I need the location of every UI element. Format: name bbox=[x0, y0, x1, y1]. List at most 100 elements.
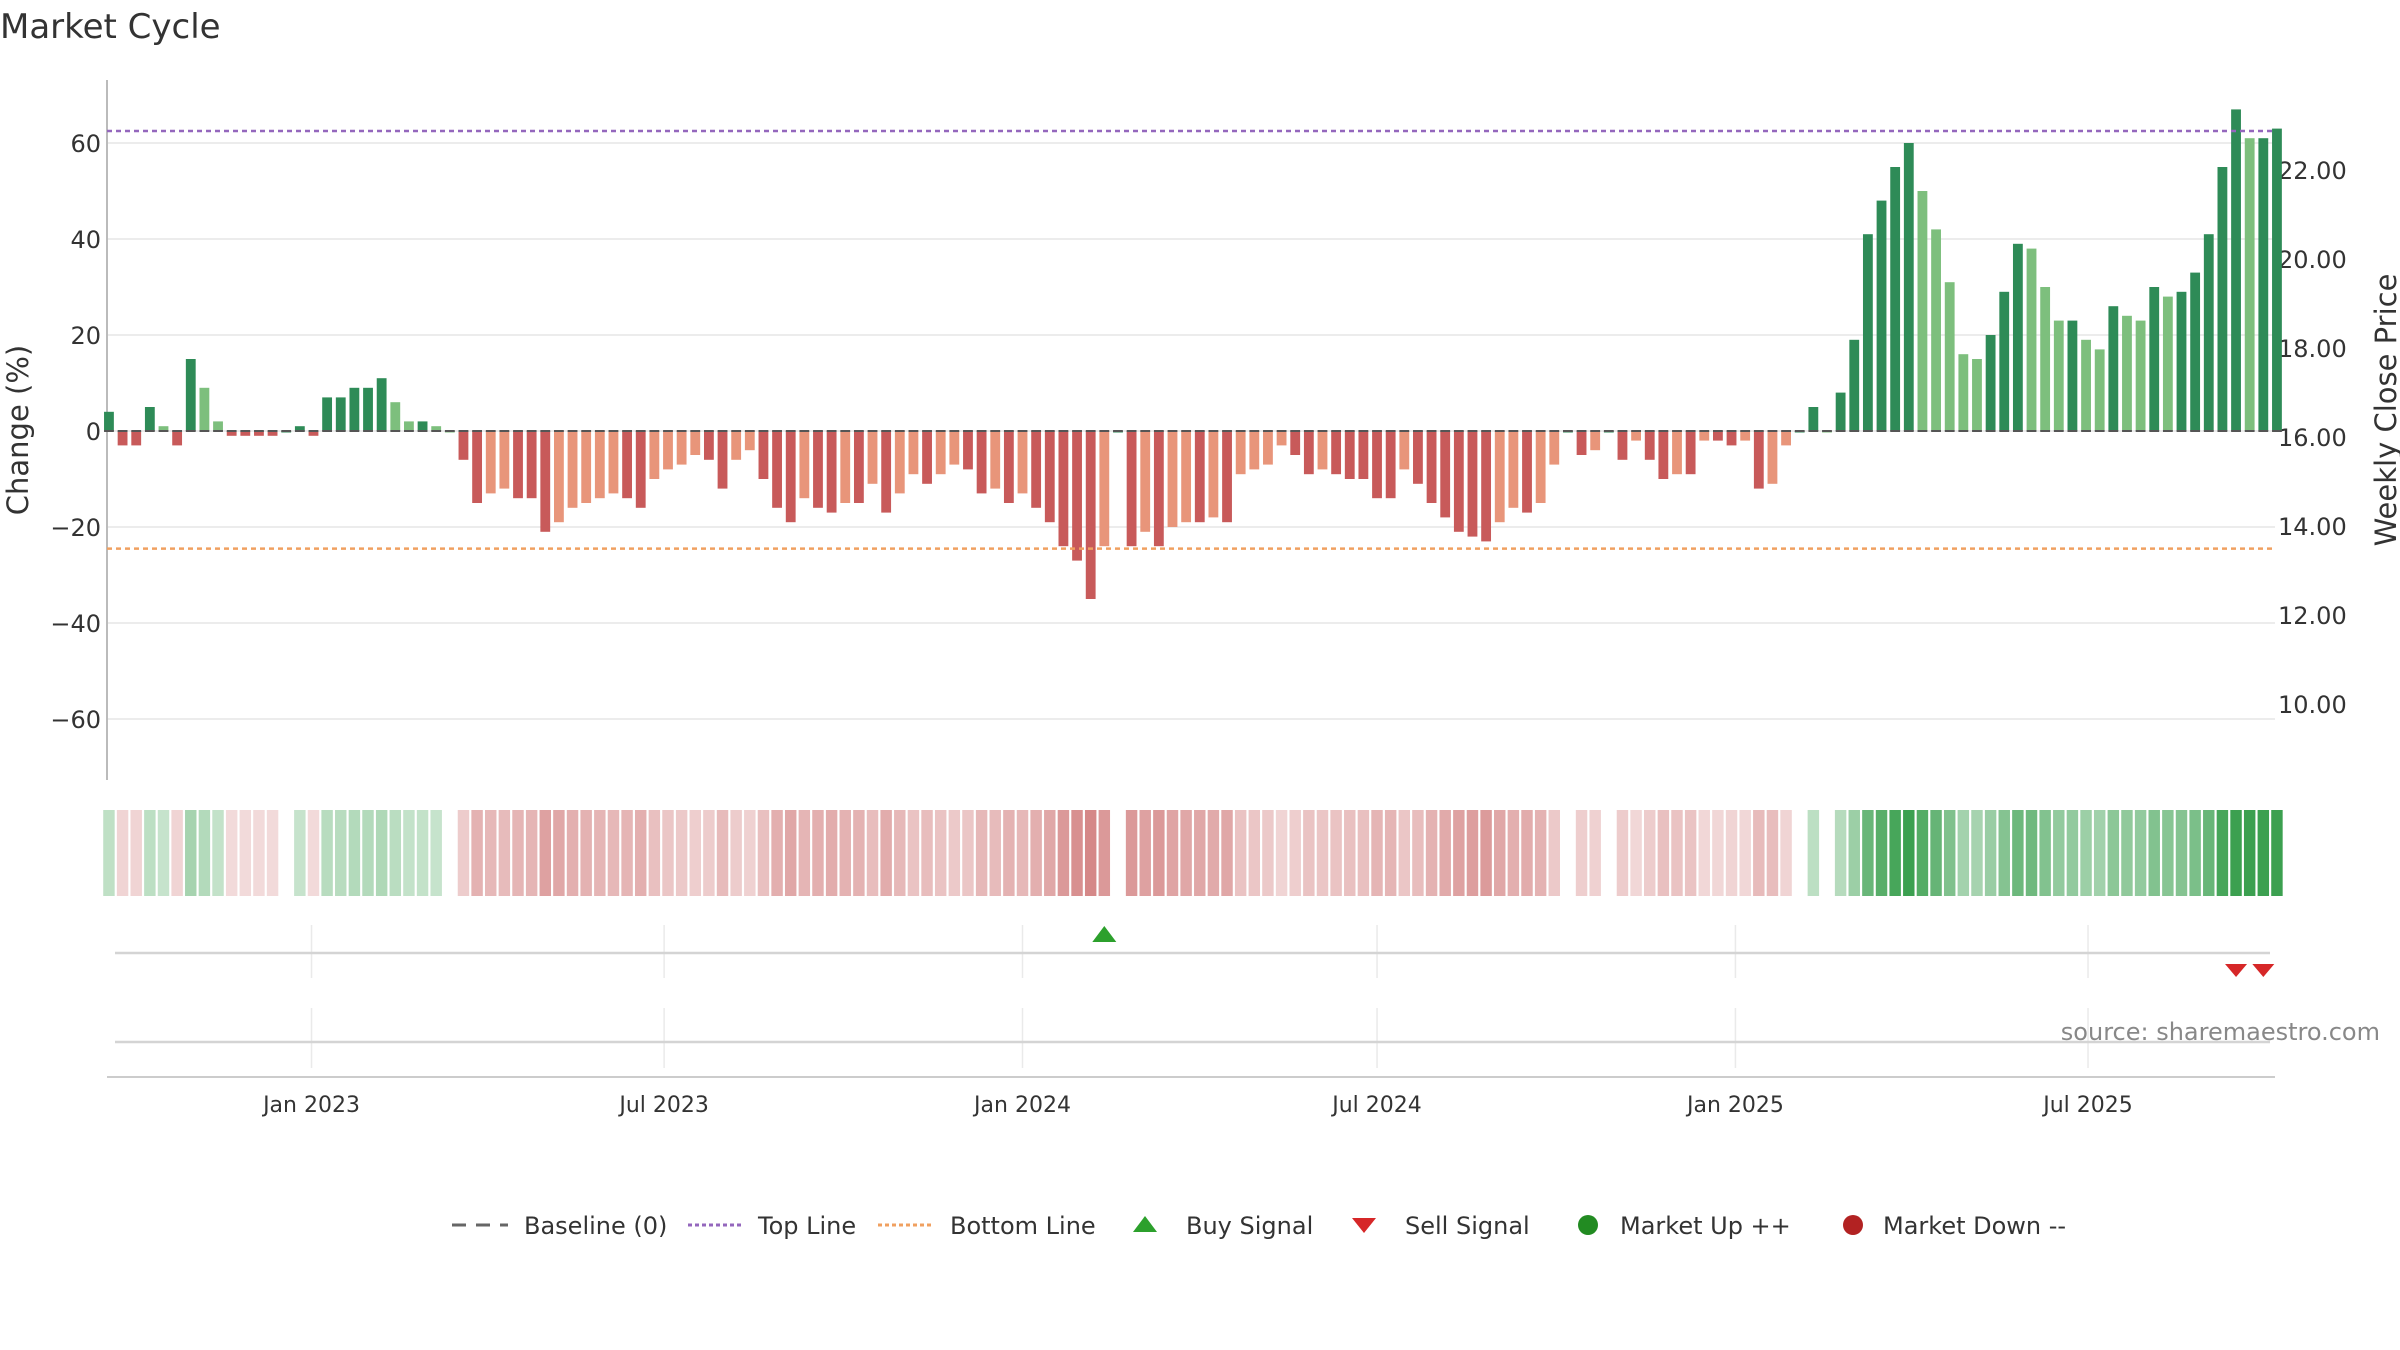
change-bar bbox=[1808, 407, 1819, 431]
change-bar bbox=[485, 431, 496, 494]
change-bar bbox=[1740, 431, 1751, 441]
change-bar bbox=[1494, 431, 1505, 523]
change-bar bbox=[254, 431, 264, 436]
x-tick-label: Jan 2025 bbox=[1685, 1093, 1784, 1118]
heat-cell bbox=[1221, 810, 1233, 896]
heat-cell bbox=[1684, 810, 1697, 896]
change-bar bbox=[649, 431, 660, 479]
heat-cell bbox=[1139, 810, 1151, 896]
heat-cell bbox=[307, 810, 320, 896]
heat-cell bbox=[294, 810, 306, 896]
change-bar bbox=[1931, 229, 1941, 431]
change-bar bbox=[2108, 306, 2119, 431]
change-bar bbox=[1876, 200, 1887, 431]
change-bar bbox=[513, 431, 523, 499]
heat-cell bbox=[757, 810, 770, 896]
change-bar bbox=[976, 431, 987, 494]
change-bar bbox=[1303, 431, 1314, 475]
change-bar bbox=[431, 426, 442, 431]
change-bar bbox=[213, 421, 223, 431]
heat-cell bbox=[525, 810, 538, 896]
right-tick-label: 10.00 bbox=[2278, 691, 2347, 719]
heat-cell bbox=[2039, 810, 2051, 896]
heat-cell bbox=[1412, 810, 1424, 896]
heat-cell bbox=[1275, 810, 1288, 896]
heat-cell bbox=[730, 810, 742, 896]
change-bar bbox=[1862, 234, 1873, 431]
heat-cell bbox=[1248, 810, 1261, 896]
left-axis-ticks: 60 40 20 0 −20 −40 −60 bbox=[50, 130, 101, 734]
heat-cell bbox=[362, 810, 374, 896]
change-bar bbox=[404, 421, 414, 431]
legend-item: Top Line bbox=[688, 1212, 856, 1240]
change-bar bbox=[199, 387, 210, 431]
heat-cell bbox=[2107, 810, 2120, 896]
heat-cell bbox=[921, 810, 933, 896]
change-bar bbox=[2244, 138, 2255, 431]
change-bar bbox=[744, 431, 755, 451]
heat-cell bbox=[2203, 810, 2215, 896]
heat-cell bbox=[239, 810, 252, 896]
heat-cell bbox=[553, 810, 565, 896]
change-bar bbox=[1467, 431, 1478, 537]
heat-cell bbox=[1739, 810, 1751, 896]
heat-cell bbox=[1807, 810, 1820, 896]
heat-cell bbox=[1057, 810, 1070, 896]
change-bar bbox=[853, 431, 864, 503]
legend-item: Sell Signal bbox=[1352, 1212, 1530, 1240]
legend-label: Market Down -- bbox=[1883, 1212, 2066, 1240]
left-tick-label: 0 bbox=[86, 418, 101, 446]
change-bar bbox=[663, 431, 673, 470]
x-tick-label: Jan 2024 bbox=[972, 1093, 1071, 1118]
heat-cell bbox=[621, 810, 633, 896]
change-bar bbox=[1958, 354, 1969, 431]
heat-cell bbox=[634, 810, 647, 896]
change-bar bbox=[1972, 359, 1982, 431]
heat-cell bbox=[825, 810, 838, 896]
heat-cell bbox=[1398, 810, 1411, 896]
heat-cell bbox=[1862, 810, 1874, 896]
heat-cell bbox=[1262, 810, 1274, 896]
heat-cell bbox=[1384, 810, 1397, 896]
change-bar bbox=[1535, 431, 1546, 503]
heat-cell bbox=[1903, 810, 1915, 896]
heat-cell bbox=[2257, 810, 2270, 896]
change-bar bbox=[158, 426, 169, 431]
source-text: source: sharemaestro.com bbox=[2061, 1018, 2380, 1046]
change-bar bbox=[799, 431, 810, 499]
heat-cell bbox=[2134, 810, 2147, 896]
heat-cell bbox=[784, 810, 797, 896]
change-bar bbox=[2203, 234, 2214, 431]
legend-buy-swatch bbox=[1133, 1216, 1157, 1232]
legend-label: Bottom Line bbox=[950, 1212, 1096, 1240]
change-bar bbox=[540, 431, 551, 532]
change-bar bbox=[1099, 431, 1110, 547]
change-bar bbox=[1140, 431, 1151, 532]
heat-cell bbox=[1303, 810, 1315, 896]
sell-signal-marker bbox=[2225, 964, 2248, 977]
heat-cell bbox=[2053, 810, 2065, 896]
heat-cell bbox=[894, 810, 906, 896]
change-bar bbox=[1999, 291, 2010, 431]
left-tick-label: 40 bbox=[70, 226, 101, 254]
change-bar bbox=[1085, 431, 1096, 599]
change-bar bbox=[1003, 431, 1014, 503]
heat-cell bbox=[1916, 810, 1929, 896]
heat-cell bbox=[1848, 810, 1860, 896]
change-bar bbox=[294, 426, 305, 431]
change-bar bbox=[1726, 431, 1737, 446]
change-bar bbox=[881, 431, 892, 513]
change-bar bbox=[963, 431, 973, 470]
heat-cell bbox=[2271, 810, 2283, 896]
legend-item: Buy Signal bbox=[1133, 1212, 1313, 1240]
change-bar bbox=[1481, 431, 1492, 542]
heat-cell bbox=[1439, 810, 1451, 896]
event-panel bbox=[115, 1008, 2270, 1068]
heat-cell bbox=[1098, 810, 1111, 896]
change-bar bbox=[2067, 320, 2078, 431]
heat-cell bbox=[1521, 810, 1533, 896]
change-bar bbox=[1194, 431, 1205, 523]
change-bar bbox=[2217, 167, 2228, 431]
change-bar bbox=[2176, 291, 2187, 431]
